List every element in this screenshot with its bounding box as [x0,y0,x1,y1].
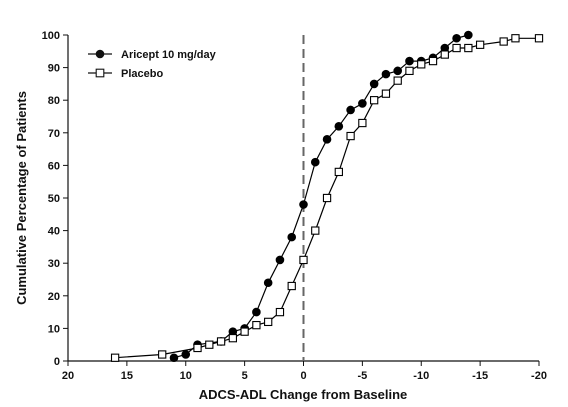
legend-item-aricept: Aricept 10 mg/day [88,49,217,61]
data-point [169,353,179,363]
x-tick-label: -15 [472,370,488,382]
data-point [452,43,461,53]
x-tick-label: 10 [180,370,192,382]
data-point [311,226,320,235]
y-tick-label: 90 [48,63,60,75]
x-axis-ticks: 20 15 10 5 0 -5 -10 -15 -20 [62,361,547,382]
y-tick-label: 50 [48,193,60,205]
data-point [499,37,508,46]
data-point [110,353,120,362]
y-tick-label: 10 [48,323,60,335]
data-point [252,320,261,330]
x-tick-label: 0 [300,370,306,382]
data-point [252,307,261,317]
data-point [393,76,402,85]
data-point [334,121,344,131]
data-point [405,66,414,76]
x-tick-label: -10 [413,370,429,382]
data-point [216,337,226,346]
data-point [334,167,343,177]
data-point [369,79,379,89]
data-point [299,255,308,265]
data-point [475,40,485,49]
data-point [417,60,426,69]
y-tick-label: 0 [54,356,60,368]
data-point [346,105,355,115]
data-point [358,118,367,128]
data-point [181,350,191,359]
legend: Aricept 10 mg/day Placebo [88,49,217,80]
series-line [173,34,469,359]
data-point [322,135,332,144]
data-point [322,193,332,203]
y-axis-title: Cumulative Percentage of Patients [14,91,29,305]
y-axis-ticks: 0 10 20 30 40 50 60 70 80 90 100 [42,30,68,368]
x-tick-label: 15 [121,370,133,382]
series-placebo [110,34,544,362]
y-tick-label: 40 [48,226,60,238]
data-point [228,334,237,343]
data-point [287,232,297,242]
y-tick-label: 20 [48,291,60,303]
x-tick-label: 5 [242,370,248,382]
data-point [464,30,473,40]
data-point [405,56,414,66]
data-point [428,56,438,66]
data-point [264,317,273,327]
data-point [381,69,391,79]
x-axis-title: ADCS-ADL Change from Baseline [199,387,408,402]
data-point [381,89,391,98]
x-tick-label: 20 [62,370,74,382]
data-point [263,278,273,288]
y-tick-label: 70 [48,128,60,140]
data-point [205,340,214,349]
data-point [275,307,285,317]
y-tick-label: 30 [48,258,60,270]
y-tick-label: 80 [48,95,60,107]
data-point [275,255,285,265]
legend-label-aricept: Aricept 10 mg/day [121,49,217,61]
y-tick-label: 60 [48,160,60,172]
data-point [358,99,367,108]
data-point [452,33,461,43]
data-point [393,66,403,76]
data-point [310,157,320,167]
legend-item-placebo: Placebo [88,68,163,80]
data-point [534,34,544,43]
x-tick-label: -5 [357,370,367,382]
data-point [287,281,296,291]
data-point [346,131,355,141]
data-point [511,34,520,43]
legend-marker-aricept [95,49,105,59]
data-point [193,343,202,353]
data-point [464,43,473,53]
y-tick-label: 100 [42,30,60,42]
data-point [369,96,379,105]
x-tick-label: -20 [531,370,547,382]
series-aricept [169,30,473,363]
data-point [240,327,249,336]
legend-marker-placebo [95,68,105,78]
legend-label-placebo: Placebo [121,68,163,80]
data-point [299,200,308,209]
data-point [440,50,449,59]
series-layer [110,30,544,363]
data-point [158,350,167,359]
